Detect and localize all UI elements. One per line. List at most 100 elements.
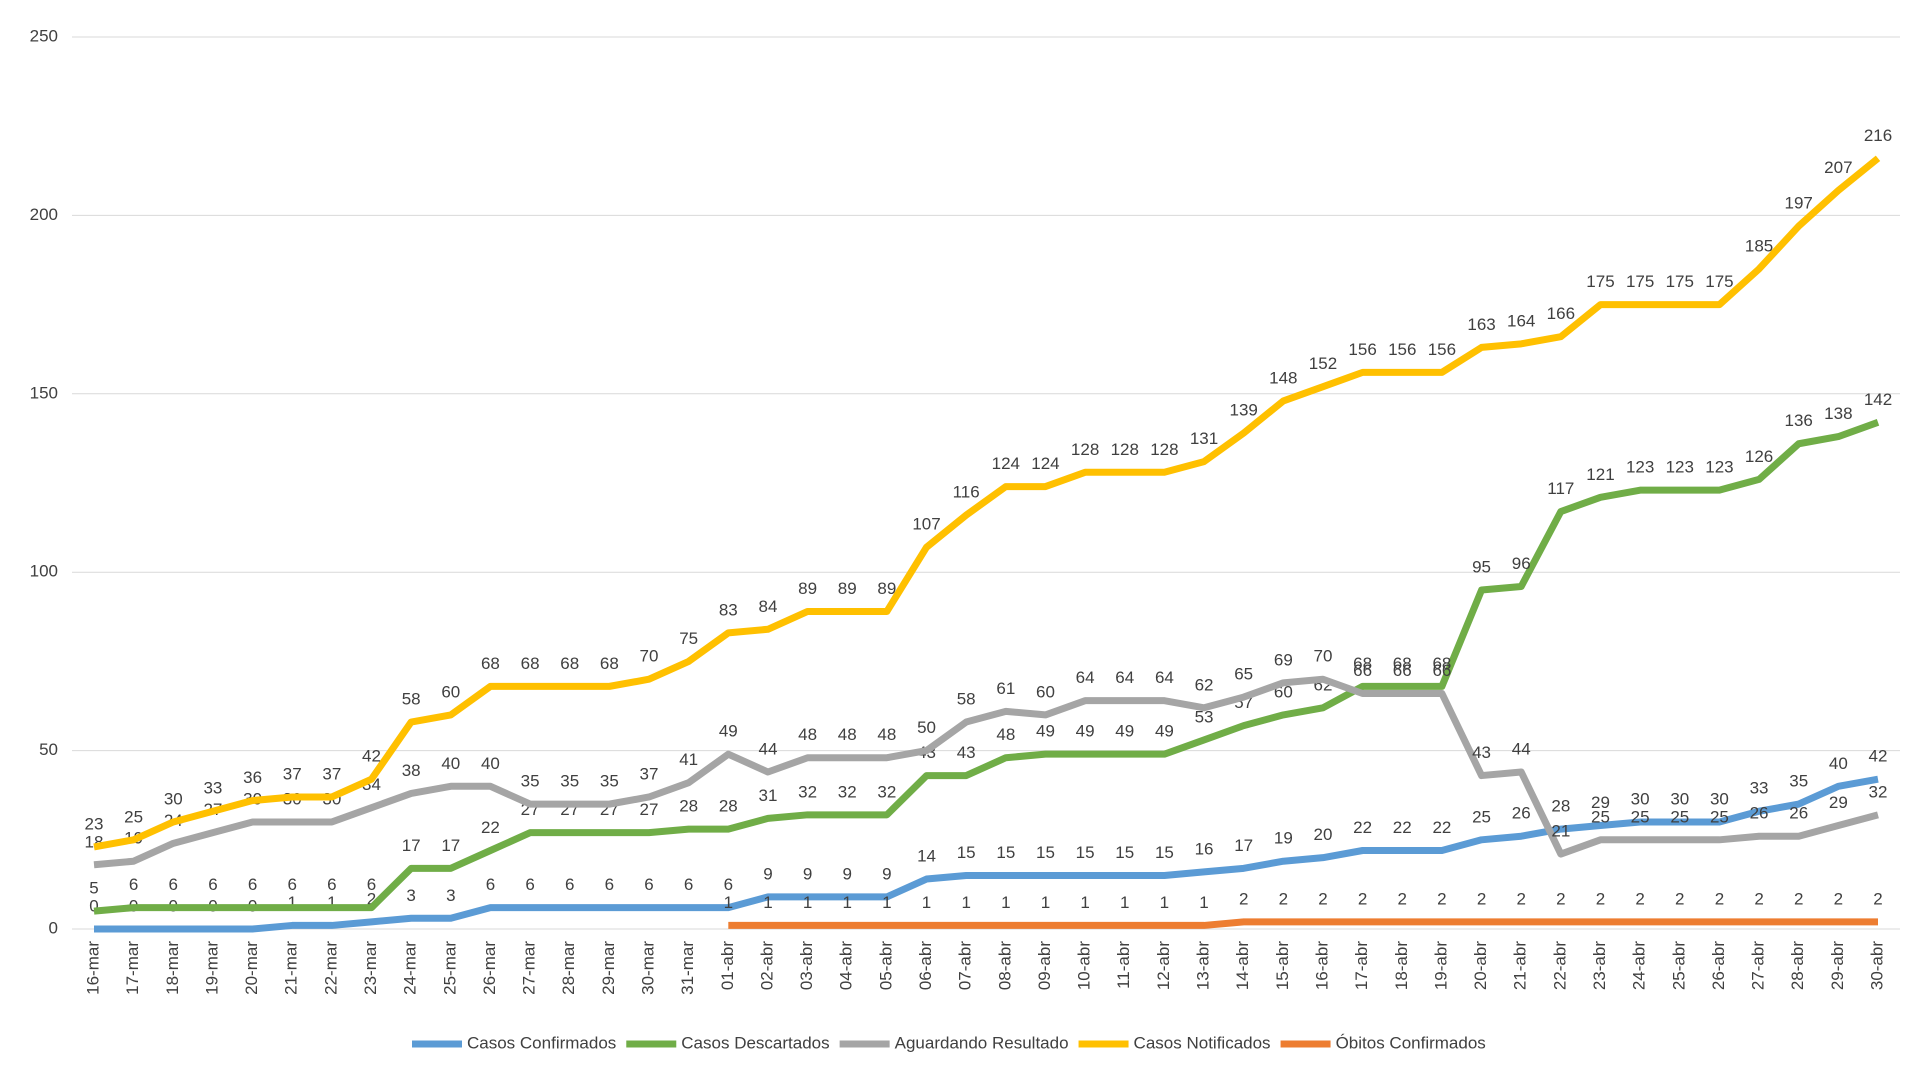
data-label: 163 bbox=[1467, 315, 1495, 334]
data-label: 89 bbox=[798, 579, 817, 598]
data-label: 44 bbox=[1512, 739, 1531, 758]
data-label: 29 bbox=[1829, 793, 1848, 812]
data-label: 2 bbox=[1477, 889, 1486, 908]
data-label: 9 bbox=[882, 864, 891, 883]
data-label: 6 bbox=[287, 875, 296, 894]
data-label: 126 bbox=[1745, 447, 1773, 466]
data-label: 1 bbox=[1080, 893, 1089, 912]
data-label: 1 bbox=[882, 893, 891, 912]
data-label: 68 bbox=[1432, 654, 1451, 673]
data-label: 84 bbox=[758, 597, 777, 616]
data-label: 152 bbox=[1309, 354, 1337, 373]
data-label: 70 bbox=[1314, 647, 1333, 666]
data-label: 6 bbox=[169, 875, 178, 894]
data-label: 0 bbox=[89, 896, 98, 915]
data-label: 64 bbox=[1155, 668, 1174, 687]
y-tick-label: 250 bbox=[30, 26, 58, 45]
x-tick-label: 21-mar bbox=[282, 941, 301, 995]
data-label: 23 bbox=[85, 814, 104, 833]
data-label: 124 bbox=[1031, 454, 1059, 473]
data-label: 16 bbox=[1195, 839, 1214, 858]
data-label: 20 bbox=[1314, 825, 1333, 844]
data-label: 25 bbox=[1670, 807, 1689, 826]
y-tick-label: 150 bbox=[30, 383, 58, 402]
data-label: 3 bbox=[446, 886, 455, 905]
data-label: 66 bbox=[1393, 661, 1412, 680]
legend-label: Óbitos Confirmados bbox=[1336, 1033, 1486, 1052]
data-label: 2 bbox=[1556, 889, 1565, 908]
data-label: 15 bbox=[1115, 843, 1134, 862]
y-tick-label: 50 bbox=[39, 740, 58, 759]
data-label: 48 bbox=[996, 725, 1015, 744]
data-label: 68 bbox=[521, 654, 540, 673]
data-label: 28 bbox=[719, 797, 738, 816]
x-tick-label: 23-mar bbox=[361, 941, 380, 995]
data-label: 185 bbox=[1745, 236, 1773, 255]
x-tick-label: 20-abr bbox=[1471, 941, 1490, 990]
data-label: 156 bbox=[1348, 340, 1376, 359]
data-label: 15 bbox=[957, 843, 976, 862]
data-label: 22 bbox=[1353, 818, 1372, 837]
y-tick-label: 100 bbox=[30, 562, 58, 581]
data-label: 1 bbox=[803, 893, 812, 912]
x-tick-label: 23-abr bbox=[1590, 941, 1609, 990]
data-label: 31 bbox=[758, 786, 777, 805]
data-label: 42 bbox=[1869, 747, 1888, 766]
x-tick-label: 06-abr bbox=[916, 941, 935, 990]
data-label: 89 bbox=[877, 579, 896, 598]
data-label: 37 bbox=[640, 764, 659, 783]
x-tick-label: 19-mar bbox=[202, 941, 221, 995]
y-tick-label: 200 bbox=[30, 205, 58, 224]
data-label: 26 bbox=[1512, 804, 1531, 823]
x-tick-label: 08-abr bbox=[995, 941, 1014, 990]
data-label: 49 bbox=[1076, 722, 1095, 741]
data-label: 2 bbox=[1358, 889, 1367, 908]
x-tick-label: 03-abr bbox=[797, 941, 816, 990]
data-label: 117 bbox=[1547, 479, 1574, 498]
data-label: 48 bbox=[798, 725, 817, 744]
x-tick-label: 17-mar bbox=[123, 941, 142, 995]
data-label: 6 bbox=[248, 875, 257, 894]
data-label: 156 bbox=[1428, 340, 1456, 359]
data-label: 33 bbox=[203, 779, 222, 798]
data-label: 22 bbox=[1393, 818, 1412, 837]
data-label: 131 bbox=[1190, 429, 1218, 448]
data-label: 1 bbox=[724, 893, 733, 912]
series-line bbox=[93, 675, 1879, 869]
x-tick-label: 16-mar bbox=[83, 941, 102, 995]
legend: Casos Confirmados Casos Descartados Aguard… bbox=[412, 1033, 1486, 1052]
data-label: 1 bbox=[763, 893, 772, 912]
data-label: 9 bbox=[763, 864, 772, 883]
x-tick-label: 15-abr bbox=[1273, 941, 1292, 990]
data-label: 58 bbox=[957, 690, 976, 709]
x-tick-label: 28-mar bbox=[559, 941, 578, 995]
data-label: 68 bbox=[1353, 654, 1372, 673]
data-label: 25 bbox=[1591, 807, 1610, 826]
data-label: 6 bbox=[208, 875, 217, 894]
legend-label: Casos Confirmados bbox=[467, 1033, 616, 1052]
data-label: 58 bbox=[402, 690, 421, 709]
data-label: 1 bbox=[1120, 893, 1129, 912]
data-label: 40 bbox=[1829, 754, 1848, 773]
x-tick-label: 27-mar bbox=[520, 941, 539, 995]
data-label: 116 bbox=[953, 483, 980, 502]
data-label: 1 bbox=[922, 893, 931, 912]
legend-label: Aguardando Resultado bbox=[895, 1033, 1069, 1052]
data-label: 19 bbox=[1274, 829, 1293, 848]
data-label: 68 bbox=[481, 654, 500, 673]
data-label: 1 bbox=[1041, 893, 1050, 912]
data-label: 6 bbox=[367, 875, 376, 894]
data-label: 2 bbox=[1279, 889, 1288, 908]
data-label: 68 bbox=[560, 654, 579, 673]
data-label: 64 bbox=[1076, 668, 1095, 687]
x-tick-label: 14-abr bbox=[1233, 941, 1252, 990]
x-tick-label: 18-abr bbox=[1392, 941, 1411, 990]
x-tick-label: 21-abr bbox=[1511, 941, 1530, 990]
data-label: 48 bbox=[877, 725, 896, 744]
data-label: 30 bbox=[1670, 789, 1689, 808]
data-label: 3 bbox=[406, 886, 415, 905]
data-label: 142 bbox=[1864, 390, 1892, 409]
series-line bbox=[93, 155, 1881, 851]
data-label: 40 bbox=[441, 754, 460, 773]
